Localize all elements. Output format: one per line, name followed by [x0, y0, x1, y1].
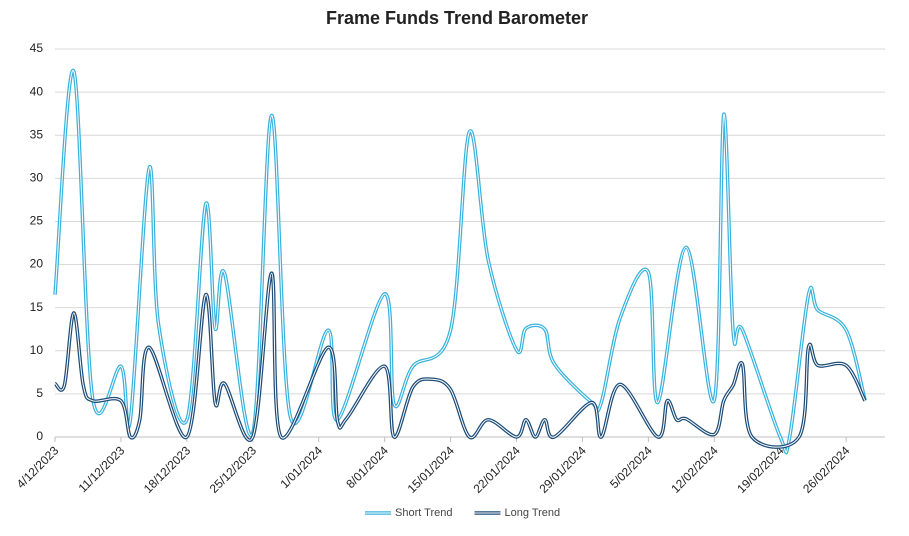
y-tick-label: 25	[30, 214, 44, 228]
y-tick-label: 10	[30, 343, 44, 357]
y-tick-label: 40	[30, 84, 44, 98]
x-tick-label: 12/02/2024	[668, 443, 721, 496]
legend-label: Long Trend	[504, 507, 560, 519]
x-tick-label: 18/12/2023	[141, 443, 194, 496]
x-tick-label: 26/02/2024	[800, 443, 853, 496]
x-tick-label: 15/01/2024	[405, 443, 458, 496]
legend-item: Long Trend	[474, 507, 560, 519]
chart-title: Frame Funds Trend Barometer	[326, 8, 588, 28]
x-tick-label: 19/02/2024	[734, 443, 787, 496]
y-tick-label: 30	[30, 171, 44, 185]
x-tick-label: 22/01/2024	[471, 443, 524, 496]
x-tick-label: 8/01/2024	[343, 443, 391, 491]
y-tick-label: 20	[30, 257, 44, 271]
x-tick-label: 1/01/2024	[277, 443, 325, 491]
x-tick-label: 11/12/2023	[76, 443, 128, 495]
y-tick-label: 35	[30, 127, 44, 141]
legend-label: Short Trend	[395, 507, 452, 519]
y-tick-label: 15	[30, 300, 44, 314]
legend-item: Short Trend	[365, 507, 452, 519]
x-tick-label: 5/02/2024	[607, 443, 655, 491]
series-line-highlight	[54, 70, 866, 454]
series-line-highlight	[54, 272, 866, 448]
y-tick-label: 45	[30, 41, 44, 55]
y-tick-label: 0	[36, 429, 43, 443]
x-tick-label: 29/01/2024	[536, 443, 589, 496]
x-tick-label: 4/12/2023	[14, 443, 62, 491]
x-tick-label: 25/12/2023	[207, 443, 260, 496]
series-line	[53, 271, 867, 449]
y-tick-label: 5	[36, 386, 43, 400]
